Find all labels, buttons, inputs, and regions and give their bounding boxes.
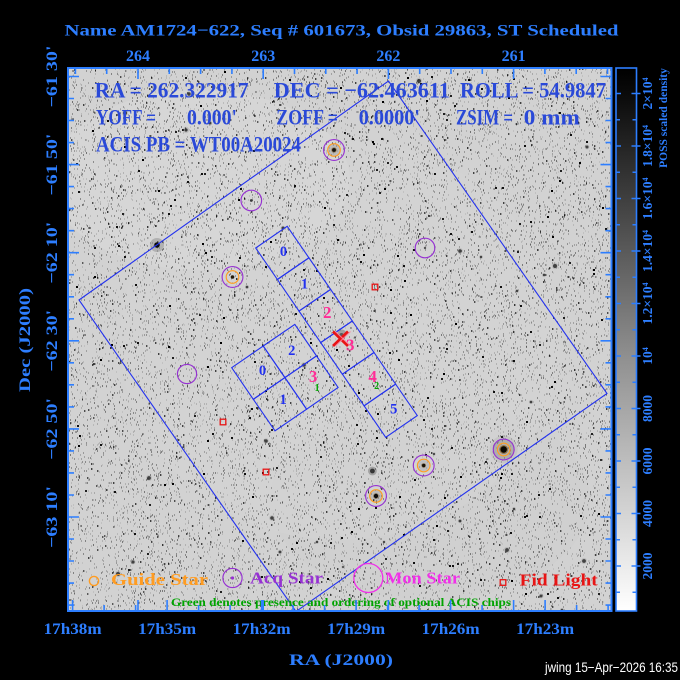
svg-text:ACIS PB = WT00A20024: ACIS PB = WT00A20024 xyxy=(96,132,301,157)
svg-text:0 mm: 0 mm xyxy=(524,105,580,130)
svg-text:Name AM1724−622, Seq # 601673,: Name AM1724−622, Seq # 601673, Obsid 298… xyxy=(65,23,619,40)
svg-text:Mon Star: Mon Star xyxy=(385,569,460,588)
svg-text:−61 50': −61 50' xyxy=(44,134,61,196)
svg-text:263: 263 xyxy=(251,48,275,65)
svg-text:ROLL = 54.9847: ROLL = 54.9847 xyxy=(460,78,606,103)
svg-text:1: 1 xyxy=(279,392,286,408)
svg-text:6000: 6000 xyxy=(640,447,655,474)
svg-text:2×104: 2×104 xyxy=(640,78,655,110)
svg-text:17h32m: 17h32m xyxy=(233,621,292,638)
svg-text:Dec (J2000): Dec (J2000) xyxy=(17,288,34,392)
svg-text:0: 0 xyxy=(280,244,287,260)
svg-text:262: 262 xyxy=(376,48,400,65)
svg-text:8000: 8000 xyxy=(640,395,655,422)
svg-text:−62 10': −62 10' xyxy=(44,222,61,284)
svg-text:4000: 4000 xyxy=(640,500,655,527)
svg-text:2000: 2000 xyxy=(640,552,655,579)
svg-text:Fid Light: Fid Light xyxy=(520,571,599,590)
svg-text:Green denotes presence and ord: Green denotes presence and ordering of o… xyxy=(171,597,512,609)
svg-text:17h29m: 17h29m xyxy=(327,621,386,638)
svg-text:1.8×104: 1.8×104 xyxy=(640,125,655,167)
svg-text:3: 3 xyxy=(309,367,318,386)
svg-text:jwing 15−Apr−2026 16:35: jwing 15−Apr−2026 16:35 xyxy=(544,660,678,675)
svg-text:5: 5 xyxy=(390,402,397,418)
svg-text:Guide Star: Guide Star xyxy=(111,570,208,589)
svg-text:ZSIM =: ZSIM = xyxy=(456,105,513,130)
svg-text:0.000': 0.000' xyxy=(187,105,237,130)
svg-text:−62 50': −62 50' xyxy=(44,398,61,460)
svg-text:104: 104 xyxy=(640,347,655,365)
svg-text:261: 261 xyxy=(502,48,526,65)
svg-text:Acq Star: Acq Star xyxy=(250,569,323,588)
svg-text:2: 2 xyxy=(288,343,295,359)
svg-text:DEC = −62.463611: DEC = −62.463611 xyxy=(274,78,450,103)
svg-text:−61 30': −61 30' xyxy=(44,46,61,108)
svg-text:2: 2 xyxy=(374,381,379,392)
svg-text:17h38m: 17h38m xyxy=(44,621,103,638)
svg-text:17h23m: 17h23m xyxy=(516,621,575,638)
svg-text:264: 264 xyxy=(126,48,150,65)
svg-text:1: 1 xyxy=(301,277,308,293)
svg-text:1.2×104: 1.2×104 xyxy=(640,282,655,324)
svg-text:−63 10': −63 10' xyxy=(44,486,61,548)
svg-text:YOFF =: YOFF = xyxy=(96,105,156,130)
svg-text:2: 2 xyxy=(323,303,332,322)
svg-text:1: 1 xyxy=(315,383,320,394)
svg-text:ZOFF =: ZOFF = xyxy=(276,105,338,130)
svg-text:RA (J2000): RA (J2000) xyxy=(289,652,393,669)
svg-text:RA = 262.322917: RA = 262.322917 xyxy=(95,78,249,103)
svg-text:17h26m: 17h26m xyxy=(422,621,481,638)
svg-text:0.0000': 0.0000' xyxy=(359,105,420,130)
svg-text:POSS scaled density: POSS scaled density xyxy=(658,68,670,168)
svg-text:1.6×104: 1.6×104 xyxy=(640,177,655,219)
svg-text:1.4×104: 1.4×104 xyxy=(640,230,655,272)
svg-text:0: 0 xyxy=(259,363,266,379)
svg-text:17h35m: 17h35m xyxy=(138,621,197,638)
svg-text:4: 4 xyxy=(368,367,377,386)
svg-text:−62 30': −62 30' xyxy=(44,310,61,372)
